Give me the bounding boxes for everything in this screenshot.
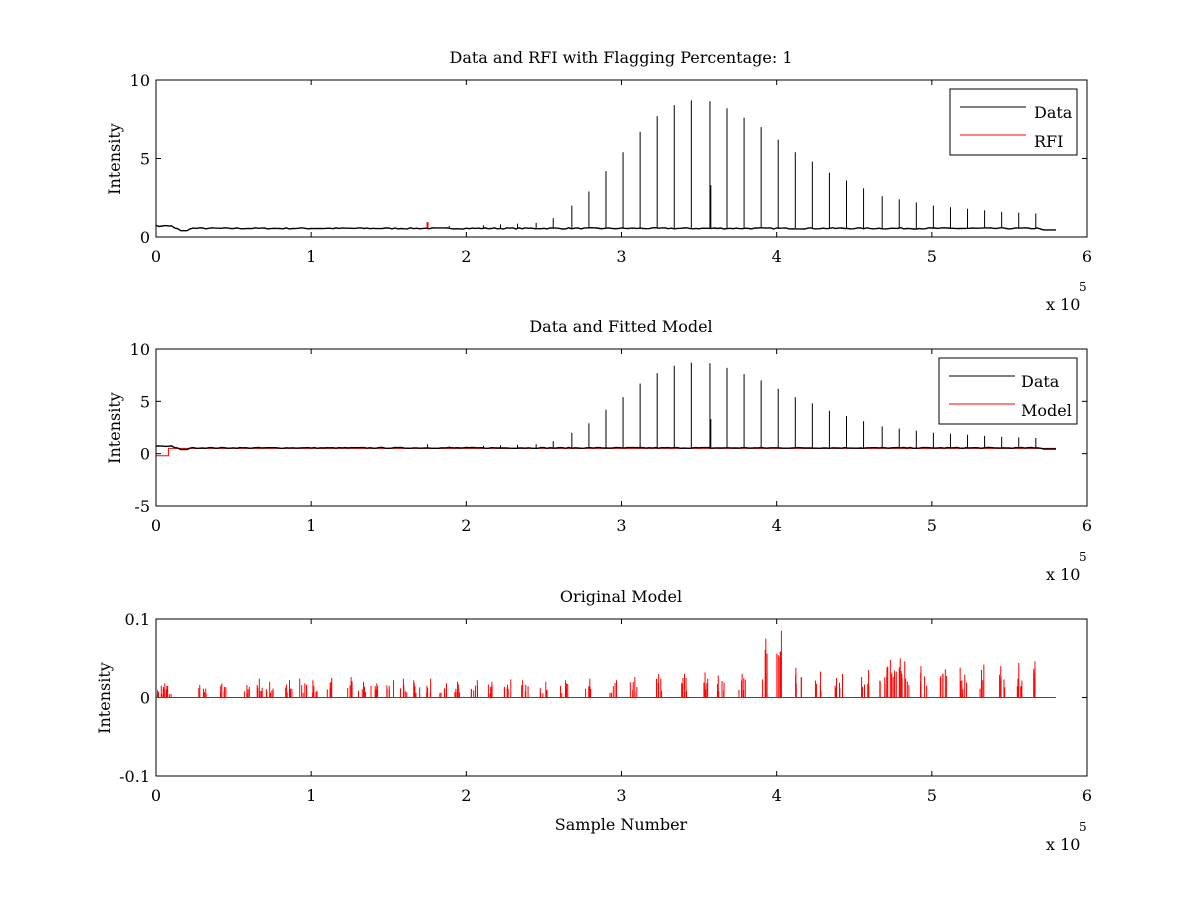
x-exponent-power: 5 — [1079, 550, 1087, 564]
x-tick-label: 5 — [927, 247, 937, 266]
y-tick-label: 10 — [130, 71, 150, 90]
legend-box — [938, 357, 1078, 425]
y-tick-label: -0.1 — [119, 767, 150, 786]
x-tick-label: 0 — [151, 247, 161, 266]
plot-area — [156, 630, 1056, 698]
legend-label-data: Data — [1034, 103, 1073, 122]
subplot-original-model: Original Model Intensity 0 1 2 3 4 5 6-0.100.1… — [95, 587, 1092, 854]
x-axis-label: Sample Number — [555, 815, 688, 834]
legend: Data RFI — [949, 88, 1078, 156]
plot-area — [155, 100, 1056, 232]
x-tick-label: 2 — [461, 516, 471, 535]
x-exponent-label: x 10 — [1046, 835, 1080, 854]
subplot-data-model: Data and Fitted Model Intensity 0 1 2 3 4 5 6 -… — [105, 317, 1092, 584]
x-tick-label: 2 — [461, 786, 471, 805]
legend-box — [949, 88, 1078, 156]
axes-box — [155, 348, 1088, 507]
legend: Data Model — [938, 357, 1078, 425]
legend-label-model: Model — [1021, 401, 1072, 420]
x-tick-label: 4 — [772, 516, 782, 535]
chart-title: Data and RFI with Flagging Percentage: 1 — [449, 48, 792, 67]
x-tick-label: 5 — [927, 786, 937, 805]
x-tick-label: 4 — [772, 786, 782, 805]
x-tick-label: 6 — [1082, 516, 1092, 535]
x-tick-label: 3 — [616, 786, 626, 805]
x-tick-label: 6 — [1082, 786, 1092, 805]
y-tick-label: 0 — [140, 228, 150, 247]
y-tick-label: 0.1 — [125, 610, 150, 629]
x-exponent-power: 5 — [1079, 280, 1087, 294]
axis-ticks: 0 1 2 3 4 5 6-0.100.1 — [119, 610, 1092, 805]
y-axis-label: Intensity — [105, 123, 124, 195]
y-tick-label: 5 — [140, 150, 150, 169]
x-tick-label: 0 — [151, 786, 161, 805]
legend-label-rfi: RFI — [1034, 132, 1063, 151]
plot-area — [155, 362, 1056, 457]
x-exponent-power: 5 — [1079, 820, 1087, 834]
legend-label-data: Data — [1021, 372, 1060, 391]
axes-box — [155, 79, 1088, 238]
y-axis-label: Intensity — [95, 662, 114, 734]
x-exponent-label: x 10 — [1046, 295, 1080, 314]
y-tick-label: 0 — [140, 689, 150, 708]
x-tick-label: 2 — [461, 247, 471, 266]
x-tick-label: 4 — [772, 247, 782, 266]
axes-box — [155, 618, 1088, 777]
y-tick-label: -5 — [134, 497, 150, 516]
x-exponent-label: x 10 — [1046, 565, 1080, 584]
x-tick-label: 3 — [616, 247, 626, 266]
x-tick-label: 0 — [151, 516, 161, 535]
y-tick-label: 5 — [140, 392, 150, 411]
subplot-data-rfi: Data and RFI with Flagging Percentage: 1… — [105, 48, 1092, 314]
x-tick-label: 1 — [306, 786, 316, 805]
x-tick-label: 5 — [927, 516, 937, 535]
x-tick-label: 3 — [616, 516, 626, 535]
x-tick-label: 6 — [1082, 247, 1092, 266]
y-tick-label: 10 — [130, 340, 150, 359]
x-tick-label: 1 — [306, 247, 316, 266]
y-axis-label: Intensity — [105, 392, 124, 464]
chart-title: Data and Fitted Model — [529, 317, 712, 336]
chart-title: Original Model — [560, 587, 682, 606]
y-tick-label: 0 — [140, 445, 150, 464]
x-tick-label: 1 — [306, 516, 316, 535]
